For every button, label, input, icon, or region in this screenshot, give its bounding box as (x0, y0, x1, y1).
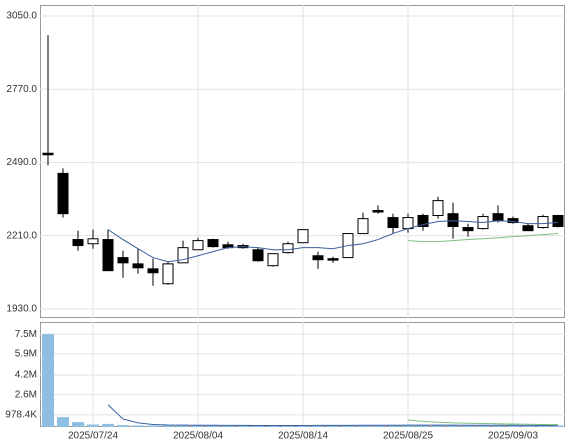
x-tick-label: 2025/09/03 (488, 431, 538, 442)
volume-bar (507, 425, 519, 427)
volume-bar (162, 425, 174, 427)
candle-body (192, 240, 204, 251)
volume-bar (417, 425, 429, 427)
moving-average (407, 233, 559, 243)
candle-body (492, 213, 504, 222)
volume-bar (342, 425, 354, 427)
y-tick-label: 7.5M (15, 329, 37, 340)
volume-bar (252, 425, 264, 427)
volume-bar (132, 425, 144, 427)
volume-bar (87, 424, 99, 427)
candle-body (522, 225, 534, 232)
y-tick-label: 1930.0 (6, 303, 37, 314)
x-tick-label: 2025/08/14 (278, 431, 328, 442)
candle-body (162, 263, 174, 285)
candle-body (432, 200, 444, 216)
candle-body (117, 257, 129, 264)
volume-bar (387, 425, 399, 427)
volume-bar (372, 425, 384, 427)
candle-body (297, 229, 309, 244)
y-tick-label: 978.4K (5, 410, 37, 421)
y-tick-label: 2210.0 (6, 230, 37, 241)
candle-body (462, 227, 474, 232)
volume-bar (267, 425, 279, 427)
x-tick-label: 2025/07/24 (68, 431, 118, 442)
y-tick-label: 3050.0 (6, 11, 37, 22)
volume-bar (222, 425, 234, 427)
candle-body (177, 247, 189, 264)
volume-bar (447, 425, 459, 427)
volume-bar (42, 334, 54, 427)
candle-body (357, 218, 369, 235)
volume-bar (57, 417, 69, 427)
candle-body (147, 268, 159, 274)
candle-body (402, 217, 414, 230)
volume-bar (402, 425, 414, 427)
candle-body (327, 258, 339, 261)
y-tick-label: 2.6M (15, 389, 37, 400)
volume-bar (282, 425, 294, 427)
volume-bar (117, 425, 129, 427)
volume-bar (537, 425, 549, 427)
candle-body (87, 238, 99, 245)
volume-bar (207, 425, 219, 427)
candle-body (207, 239, 219, 248)
volume-bar (147, 425, 159, 427)
volume-bar (462, 425, 474, 427)
volume-bar (477, 425, 489, 427)
candle-body (372, 210, 384, 213)
candle-body (552, 214, 564, 227)
y-tick-label: 2490.0 (6, 157, 37, 168)
y-tick-label: 2770.0 (6, 84, 37, 95)
volume-bar (552, 425, 564, 427)
candle-body (102, 239, 114, 272)
candle-body (537, 216, 549, 229)
candle-body (267, 253, 279, 267)
volume-bar (492, 425, 504, 427)
y-tick-label: 5.9M (15, 349, 37, 360)
volume-bar (192, 425, 204, 427)
candle-body (417, 214, 429, 227)
candle-body (252, 249, 264, 262)
volume-average (407, 419, 559, 426)
volume-bar (72, 422, 84, 427)
volume-bar (522, 425, 534, 427)
candle-body (132, 263, 144, 269)
candle-body (282, 243, 294, 254)
volume-bar (237, 425, 249, 427)
volume-average (107, 404, 558, 427)
volume-bar (177, 425, 189, 427)
y-tick-label: 4.2M (15, 370, 37, 381)
volume-bar (327, 425, 339, 427)
moving-average (107, 220, 559, 263)
candle-body (57, 172, 69, 215)
volume-bar (102, 423, 114, 427)
candle-body (447, 213, 459, 227)
volume-bar (312, 425, 324, 427)
volume-bar (297, 425, 309, 427)
candle-body (72, 239, 84, 247)
volume-bar (357, 425, 369, 427)
x-tick-label: 2025/08/04 (173, 431, 223, 442)
x-tick-label: 2025/08/25 (383, 431, 433, 442)
candle-body (42, 152, 54, 156)
volume-bar (432, 424, 444, 427)
candle-body (312, 255, 324, 261)
candle-body (507, 218, 519, 224)
candle-body (387, 217, 399, 229)
